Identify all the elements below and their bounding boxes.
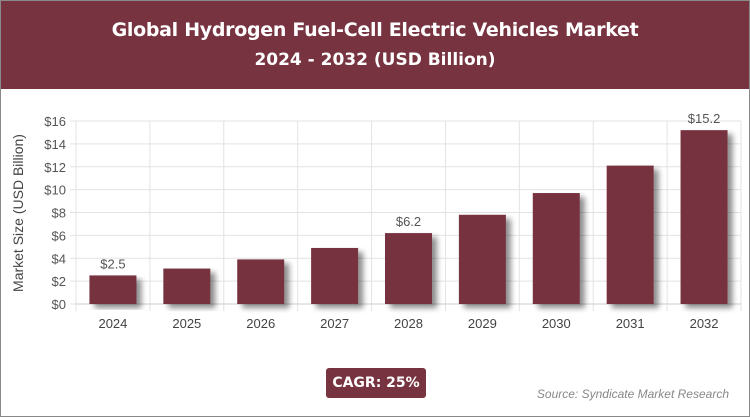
x-tick-label: 2031 [616,316,645,331]
data-label: $6.2 [396,214,421,229]
chart-subtitle: 2024 - 2032 (USD Billion) [254,50,496,70]
data-label: $2.5 [100,256,125,271]
y-tick-label: $14 [44,137,66,152]
x-tick-label: 2024 [98,316,127,331]
y-tick-label: $8 [52,206,66,221]
x-tick-label: 2025 [172,316,201,331]
bar-2031 [606,165,654,304]
y-tick-label: $16 [44,114,66,129]
chart-header: Global Hydrogen Fuel-Cell Electric Vehic… [1,1,749,89]
x-tick-label: 2029 [468,316,497,331]
y-axis-title: Market Size (USD Billion) [10,134,26,292]
bar-2024 [89,275,137,304]
bar-2029 [458,214,506,304]
x-tick-label: 2030 [542,316,571,331]
bar-2025 [163,268,211,304]
bar-2026 [237,259,285,304]
chart-title: Global Hydrogen Fuel-Cell Electric Vehic… [111,19,639,41]
bar-2028 [385,233,432,304]
cagr-badge: CAGR: 25% [326,368,426,398]
x-tick-label: 2027 [320,316,349,331]
x-tick-label: 2026 [246,316,275,331]
y-tick-label: $6 [52,228,66,243]
bar-2027 [311,247,359,304]
y-tick-label: $10 [44,183,66,198]
bar-2030 [532,193,580,304]
y-tick-label: $12 [44,160,66,175]
x-tick-label: 2028 [394,316,423,331]
y-tick-label: $2 [52,274,66,289]
y-tick-label: $4 [52,251,66,266]
source-note: Source: Syndicate Market Research [536,387,729,401]
data-label: $15.2 [688,111,721,126]
y-tick-label: $0 [52,297,66,312]
bar-2032 [680,130,728,304]
x-tick-label: 2032 [690,316,719,331]
